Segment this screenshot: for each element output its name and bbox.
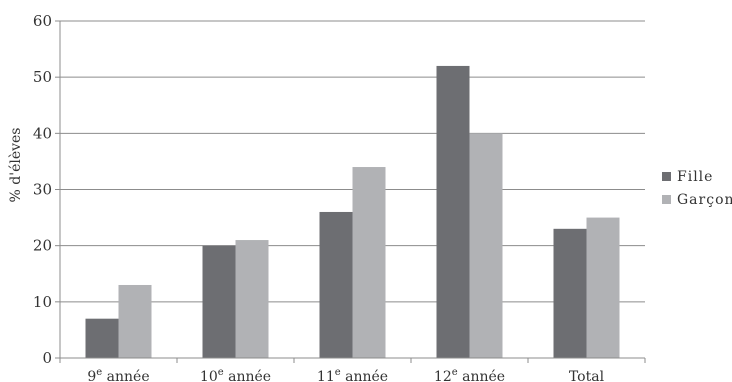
bar-garçon-2 bbox=[352, 167, 386, 358]
x-tick-label-sup: e bbox=[96, 367, 102, 378]
x-tick-label-rest: année bbox=[102, 369, 149, 382]
x-tick-label-number: Total bbox=[569, 369, 605, 382]
bar-fille-1 bbox=[202, 245, 236, 358]
x-tick-label-rest: année bbox=[224, 369, 271, 382]
x-tick-label-number: 9 bbox=[87, 369, 96, 382]
legend-label-fille: Fille bbox=[677, 169, 713, 185]
y-tick-label: 60 bbox=[33, 12, 52, 30]
x-axis-ticks: 9e année 10e année 11e année 12e année Total bbox=[59, 358, 646, 382]
x-tick-label-number: 12 bbox=[434, 369, 452, 382]
x-tick-label-rest: année bbox=[341, 369, 388, 382]
bar-garçon-1 bbox=[235, 240, 269, 358]
x-tick-label-rest: année bbox=[458, 369, 505, 382]
x-tick-label-number: 10 bbox=[200, 369, 218, 382]
y-axis-ticks: 0 10 20 30 40 50 60 bbox=[33, 12, 61, 367]
x-tick-label-sup: e bbox=[335, 367, 341, 378]
bar-fille-0 bbox=[85, 318, 119, 358]
legend-swatch-fille bbox=[662, 172, 671, 181]
bar-garçon-4 bbox=[586, 217, 620, 358]
y-tick-label: 20 bbox=[33, 237, 52, 255]
x-tick-label: 9e année bbox=[87, 367, 149, 382]
legend: Fille Garçon bbox=[662, 169, 732, 208]
x-tick-label: 10e année bbox=[200, 367, 271, 382]
bar-garçon-3 bbox=[469, 133, 503, 358]
y-tick-label: 50 bbox=[33, 68, 52, 86]
y-tick-label: 40 bbox=[33, 124, 52, 142]
bar-fille-2 bbox=[319, 211, 353, 358]
bars bbox=[85, 65, 620, 358]
x-tick-label-number: 11 bbox=[317, 369, 335, 382]
x-tick-label: 11e année bbox=[317, 367, 388, 382]
x-tick-label: 12e année bbox=[434, 367, 505, 382]
x-tick-label: Total bbox=[569, 369, 605, 382]
bar-fille-3 bbox=[436, 65, 470, 358]
y-tick-label: 30 bbox=[33, 181, 52, 199]
legend-label-garçon: Garçon bbox=[677, 192, 732, 208]
legend-swatch-garçon bbox=[662, 195, 671, 204]
y-tick-label: 0 bbox=[42, 349, 52, 367]
bar-fille-4 bbox=[553, 228, 587, 358]
x-tick-label-sup: e bbox=[452, 367, 458, 378]
x-tick-label-sup: e bbox=[218, 367, 224, 378]
y-tick-label: 10 bbox=[33, 293, 52, 311]
bar-garçon-0 bbox=[118, 284, 152, 358]
y-axis-label: % d'élèves bbox=[8, 128, 24, 203]
